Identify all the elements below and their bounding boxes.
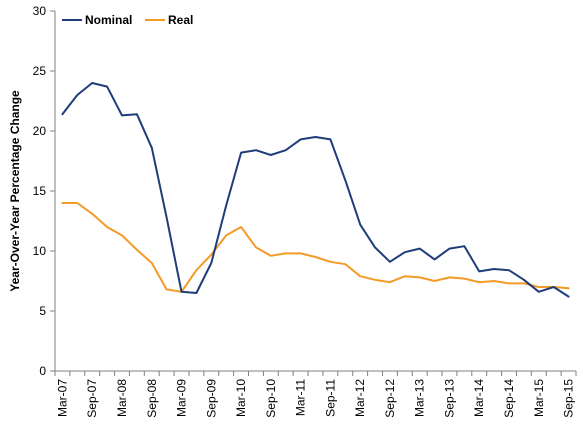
x-tick-label: Mar-14 <box>472 379 486 417</box>
y-tick-label: 5 <box>39 304 46 318</box>
y-tick-label: 0 <box>39 364 46 378</box>
y-axis-title: Year-Over-Year Percentage Change <box>8 90 22 292</box>
y-tick-label: 10 <box>33 244 47 258</box>
legend-label-real: Real <box>168 13 193 27</box>
x-tick-label: Mar-07 <box>55 379 69 417</box>
x-tick-label: Sep-14 <box>502 379 516 418</box>
y-tick-label: 20 <box>33 124 47 138</box>
y-tick-label: 30 <box>33 4 47 18</box>
y-axis-ticks: 0 5 10 15 20 25 30 <box>33 4 55 378</box>
x-tick-label: Sep-10 <box>264 379 278 418</box>
x-tick-label: Mar-11 <box>294 379 308 416</box>
series-line-real <box>61 202 570 293</box>
x-tick-label: Sep-12 <box>383 379 397 418</box>
x-tick-label: Mar-10 <box>234 379 248 417</box>
series-line-nominal <box>61 82 570 298</box>
y-tick-label: 25 <box>33 64 47 78</box>
x-tick-label: Mar-09 <box>175 379 189 417</box>
x-tick-label: Mar-12 <box>353 379 367 417</box>
x-tick-label: Sep-08 <box>145 379 159 418</box>
x-tick-label: Sep-07 <box>85 379 99 418</box>
x-tick-label: Sep-15 <box>562 379 576 418</box>
x-tick-label: Sep-09 <box>204 379 218 418</box>
legend-label-nominal: Nominal <box>85 13 132 27</box>
x-tick-label: Sep-11 <box>323 379 337 417</box>
x-tick-label: Sep-13 <box>442 379 456 418</box>
y-tick-label: 15 <box>33 184 47 198</box>
legend: Nominal Real <box>62 13 193 27</box>
x-axis-ticks: Mar-07 Sep-07 Mar-08 Sep-08 Mar-09 Sep-09 Mar-… <box>54 371 577 418</box>
x-tick-label: Mar-08 <box>115 379 129 417</box>
x-tick-label: Mar-13 <box>413 379 427 417</box>
series-lines <box>61 82 570 298</box>
x-tick-label: Mar-15 <box>532 379 546 417</box>
